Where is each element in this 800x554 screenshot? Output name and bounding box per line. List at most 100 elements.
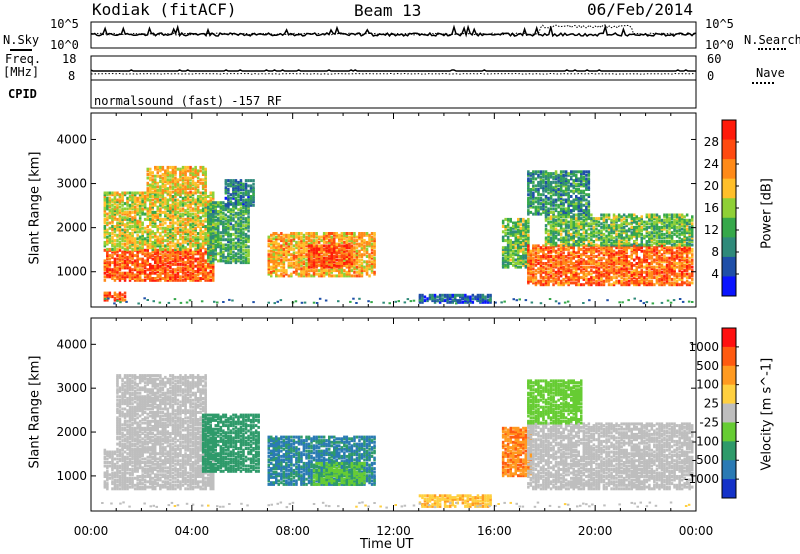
heatmap-cell-1-4864	[549, 236, 553, 240]
heatmap-cell-1-1980	[212, 252, 215, 256]
heatmap-cell-1-1209	[169, 232, 172, 235]
heatmap-cell-1-4587	[653, 246, 656, 250]
heatmap-cell-1-3036	[345, 272, 349, 276]
heatmap-cell-1-341	[169, 270, 172, 273]
heatmap-cell-1-2085	[222, 243, 225, 247]
heatmap-cell-1-4339	[617, 279, 621, 283]
heatmap-cell-1-2410	[239, 195, 243, 198]
heatmap-cell-1-1367	[184, 198, 187, 202]
heatmap-cell-1-2700	[297, 249, 301, 253]
heatmap-cell-1-765	[121, 235, 124, 239]
heatmap-cell-1-4811	[688, 272, 691, 276]
heatmap-cell-1-2612	[285, 256, 288, 260]
heatmap-cell-1-66	[116, 262, 119, 266]
heatmap-cell-1-510	[199, 268, 202, 272]
heatmap-cell-1-4963	[567, 224, 570, 228]
heatmap-cell-1-3228	[373, 272, 376, 276]
heatmap-cell-1-2355	[227, 196, 230, 200]
heatmap-cell-1-3283	[315, 251, 318, 255]
heatmap-cell-1-1828	[189, 171, 192, 175]
heatmap-cell-1-619	[103, 191, 107, 195]
heatmap-cell-1-528	[201, 266, 205, 270]
heatmap-cell-1-2361	[227, 182, 230, 186]
heatmap-cell-1-51	[113, 266, 117, 270]
heatmap-cell-1-421	[184, 278, 187, 282]
heatmap-cell-1-4917	[559, 232, 563, 236]
heatmap-cell-1-1320	[179, 195, 182, 198]
heatmap-cell-1-3941	[554, 277, 558, 281]
heatmap-cell-1-996	[143, 195, 147, 198]
heatmap-cell-1-3593	[509, 246, 512, 250]
heatmap-cell-1-2185	[232, 225, 235, 229]
heatmap-cell-1-446	[186, 255, 190, 259]
heatmap-cell-1-1009	[146, 217, 149, 221]
heatmap-cell-1-2467	[252, 195, 255, 198]
heatmap-cell-1-2496	[270, 267, 273, 271]
heatmap-cell-1-3347	[333, 251, 336, 255]
heatmap-cell-1-3589	[509, 255, 512, 258]
heatmap-cell-1-363	[171, 252, 175, 256]
heatmap-cell-1-4764	[680, 270, 684, 274]
heatmap-cell-1-1659	[151, 185, 154, 189]
heatmap-cell-1-1530	[201, 214, 205, 218]
heatmap-cell-1-2549	[275, 239, 278, 243]
heatmap-cell-1-2907	[325, 232, 328, 235]
heatmap-cell-1-634	[106, 207, 109, 211]
heatmap-cell-1-2294	[244, 255, 248, 259]
heatmap-cell-1-2044	[217, 217, 220, 221]
heatmap-cell-1-3174	[363, 240, 366, 244]
heatmap-cell-1-3456	[446, 299, 449, 303]
heatmap-cell-1-4	[103, 266, 107, 270]
heatmap-cell-1-649	[108, 226, 112, 230]
heatmap-cell-1-1214	[169, 217, 172, 221]
heatmap-cell-1-2937	[330, 244, 333, 248]
heatmap-cell-1-2508	[270, 237, 273, 241]
heatmap-cell-1-1524	[201, 235, 205, 239]
heatmap-cell-1-1471	[196, 247, 200, 251]
heatmap-cell-1-20	[106, 254, 109, 258]
heatmap-cell-1-4531	[645, 258, 649, 262]
heatmap-cell-1-2714	[300, 267, 303, 271]
heatmap-cell-1-1654	[149, 173, 152, 176]
heatmap-cell-1-1457	[194, 223, 197, 227]
heatmap-cell-1-3499	[474, 297, 477, 301]
heatmap-cell-1-447	[186, 254, 190, 258]
heatmap-cell-1-3010	[340, 240, 344, 244]
heatmap-cell-1-2929	[330, 267, 333, 271]
heatmap-cell-1-861	[131, 232, 134, 235]
heatmap-cell-1-4375	[622, 277, 626, 281]
heatmap-cell-1-498	[196, 270, 200, 273]
heatmap-cell-1-3794	[529, 249, 533, 253]
heatmap-cell-1-1269	[174, 209, 177, 213]
heatmap-cell-1-954	[138, 193, 142, 197]
heatmap-cell-1-2748	[302, 240, 306, 244]
heatmap-cell-1-2188	[232, 217, 235, 221]
heatmap-cell-1-651	[108, 216, 112, 220]
heatmap-cell-1-220	[146, 268, 149, 272]
heatmap-cell-1-2669	[292, 233, 296, 237]
heatmap-cell-1-635	[106, 205, 109, 209]
heatmap-cell-1-2058	[219, 247, 223, 250]
heatmap-cell-1-1036	[149, 210, 152, 214]
heatmap-cell-1-726	[116, 210, 119, 214]
heatmap-cell-1-2241	[239, 261, 243, 265]
heatmap-cell-1-111	[123, 252, 127, 256]
heatmap-cell-1-2531	[275, 274, 278, 278]
heatmap-cell-1-1663	[151, 178, 154, 182]
heatmap-cell-1-1399	[189, 242, 192, 246]
heatmap-cell-1-4790	[685, 283, 689, 287]
heatmap-cell-1-3482	[461, 293, 465, 297]
heatmap-cell-1-240	[149, 254, 152, 258]
heatmap-cell-1-3120	[355, 251, 359, 255]
heatmap-cell-1-2054	[219, 254, 223, 258]
heatmap-cell-1-2444	[247, 198, 250, 202]
heatmap-cell-1-3175	[363, 239, 366, 243]
heatmap-cell-1-3210	[370, 270, 374, 274]
heatmap-cell-1-823	[126, 207, 129, 211]
heatmap-cell-1-366	[174, 278, 177, 282]
heatmap-cell-1-918	[136, 219, 139, 223]
heatmap-cell-1-303	[161, 261, 165, 265]
heatmap-cell-1-2333	[247, 218, 250, 222]
heatmap-cell-1-1404	[189, 232, 192, 235]
heatmap-cell-1-2903	[325, 240, 328, 244]
